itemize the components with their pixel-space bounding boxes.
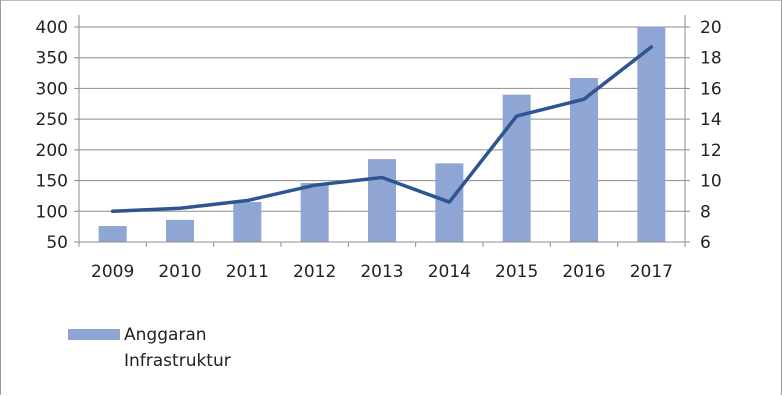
y-right-label: 16 xyxy=(700,79,722,99)
y-right-label: 12 xyxy=(700,141,722,161)
y-left-label: 400 xyxy=(36,18,68,38)
x-label-2009: 2009 xyxy=(91,262,134,282)
axes xyxy=(74,15,690,247)
legend-label: Anggaran Infrastruktur xyxy=(124,322,274,374)
bar-2015 xyxy=(502,94,531,242)
legend-label-line1: Anggaran xyxy=(124,325,207,345)
bar-2010 xyxy=(166,219,194,242)
legend: Anggaran Infrastruktur xyxy=(64,322,324,382)
y-right-label: 20 xyxy=(700,18,722,38)
y-left-label: 150 xyxy=(36,172,68,192)
y-right-label: 8 xyxy=(700,202,711,222)
x-axis-labels: 2009 2010 2011 2012 2013 2014 2015 2016 2017 xyxy=(91,262,673,282)
y-axis-left-labels: 400 350 300 250 200 150 100 50 xyxy=(36,18,68,253)
y-left-label: 300 xyxy=(36,79,68,99)
bar-2011 xyxy=(233,202,262,242)
x-label-2012: 2012 xyxy=(293,262,336,282)
line-series xyxy=(110,45,654,214)
y-left-label: 350 xyxy=(36,49,68,69)
y-right-label: 10 xyxy=(700,172,722,192)
x-label-2014: 2014 xyxy=(428,262,471,282)
x-label-2011: 2011 xyxy=(226,262,269,282)
x-label-2017: 2017 xyxy=(630,262,673,282)
y-right-label: 14 xyxy=(700,110,722,130)
bar-2013 xyxy=(368,159,396,242)
legend-label-line2: Infrastruktur xyxy=(124,351,231,371)
bar-2009 xyxy=(98,226,127,242)
x-label-2015: 2015 xyxy=(495,262,538,282)
y-left-label: 250 xyxy=(36,110,68,130)
y-left-label: 100 xyxy=(36,202,68,222)
line-series-path xyxy=(110,45,654,214)
y-left-label: 200 xyxy=(36,141,68,161)
bar-2017 xyxy=(637,26,666,243)
bar-2012 xyxy=(300,183,329,242)
y-axis-right-labels: 20 18 16 14 12 10 8 6 xyxy=(700,18,722,253)
y-right-label: 6 xyxy=(700,233,711,253)
x-label-2013: 2013 xyxy=(360,262,403,282)
x-label-2016: 2016 xyxy=(562,262,605,282)
y-right-label: 18 xyxy=(700,49,722,69)
legend-swatch-bar xyxy=(68,329,120,340)
bar-2016 xyxy=(570,77,598,242)
x-label-2010: 2010 xyxy=(158,262,201,282)
bar-series xyxy=(98,26,666,243)
y-left-label: 50 xyxy=(46,233,68,253)
